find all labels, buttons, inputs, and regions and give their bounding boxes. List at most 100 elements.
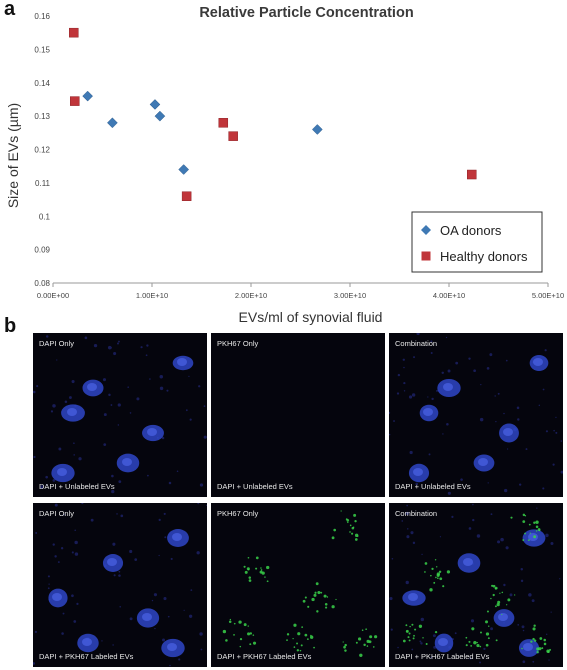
cytoplasm-speck bbox=[504, 488, 508, 493]
legend-marker-healthy bbox=[421, 251, 431, 261]
ev-green-dot bbox=[528, 523, 531, 526]
nucleus-core bbox=[147, 428, 157, 436]
cytoplasm-speck bbox=[54, 503, 58, 507]
cytoplasm-speck bbox=[479, 417, 484, 422]
cytoplasm-speck bbox=[118, 574, 121, 577]
cytoplasm-speck bbox=[528, 593, 532, 597]
cytoplasm-speck bbox=[559, 578, 561, 580]
y-axis-label: Size of EVs (µm) bbox=[5, 103, 21, 208]
cytoplasm-speck bbox=[505, 546, 509, 550]
tile-pkh67-labeled: PKH67 Only DAPI + PKH67 Labeled EVs bbox=[211, 503, 385, 667]
cytoplasm-speck bbox=[136, 397, 140, 401]
cytoplasm-speck bbox=[45, 484, 48, 486]
healthy-donor-point bbox=[69, 27, 79, 38]
nucleus-core bbox=[503, 428, 513, 436]
ev-green-dot bbox=[468, 640, 471, 643]
y-tick-label: 0.08 bbox=[34, 279, 50, 288]
cytoplasm-speck bbox=[439, 536, 442, 538]
cytoplasm-speck bbox=[119, 605, 121, 608]
cytoplasm-speck bbox=[544, 349, 547, 352]
ev-green-dot bbox=[543, 638, 546, 642]
ev-green-dot bbox=[488, 625, 490, 627]
cytoplasm-speck bbox=[506, 448, 509, 450]
y-tick-label: 0.15 bbox=[34, 45, 50, 54]
ev-green-dot bbox=[529, 532, 531, 534]
ev-green-dot bbox=[524, 532, 526, 535]
ev-green-dot bbox=[351, 526, 355, 530]
cytoplasm-speck bbox=[517, 623, 520, 626]
nucleus-core bbox=[107, 558, 117, 566]
ev-green-dot bbox=[313, 593, 317, 597]
nucleus-core bbox=[438, 638, 448, 646]
nucleus-core bbox=[413, 468, 423, 476]
ev-green-dot bbox=[535, 530, 538, 532]
cytoplasm-speck bbox=[147, 474, 149, 477]
cytoplasm-speck bbox=[45, 335, 49, 338]
ev-green-dot bbox=[260, 569, 263, 571]
cytoplasm-speck bbox=[90, 518, 94, 522]
cytoplasm-speck bbox=[447, 369, 451, 373]
ev-green-dot bbox=[496, 602, 500, 607]
cytoplasm-speck bbox=[473, 369, 476, 373]
ev-green-dot bbox=[296, 649, 300, 652]
ev-green-dot bbox=[259, 570, 263, 574]
cytoplasm-speck bbox=[58, 447, 62, 451]
cytoplasm-speck bbox=[159, 374, 164, 379]
cytoplasm-speck bbox=[469, 657, 472, 660]
ev-green-dot bbox=[418, 624, 423, 628]
cytoplasm-speck bbox=[494, 395, 496, 397]
cytoplasm-speck bbox=[486, 367, 490, 370]
cytoplasm-speck bbox=[206, 504, 207, 506]
ev-green-dot bbox=[333, 528, 337, 532]
ev-green-dot bbox=[543, 642, 547, 646]
cytoplasm-speck bbox=[198, 385, 201, 388]
cytoplasm-speck bbox=[454, 632, 457, 635]
cytoplasm-speck bbox=[101, 640, 103, 642]
cytoplasm-speck bbox=[199, 632, 203, 636]
cytoplasm-speck bbox=[406, 504, 408, 507]
ev-green-dot bbox=[437, 577, 439, 580]
tile-bottom-label: DAPI + Unlabeled EVs bbox=[217, 482, 293, 491]
cytoplasm-speck bbox=[129, 549, 133, 554]
tile-pkh67-unlabeled: PKH67 Only DAPI + Unlabeled EVs bbox=[211, 333, 385, 497]
cytoplasm-speck bbox=[408, 395, 413, 399]
cytoplasm-speck bbox=[430, 352, 433, 355]
cytoplasm-speck bbox=[127, 386, 129, 388]
ev-green-dot bbox=[233, 622, 236, 625]
ev-green-dot bbox=[247, 568, 250, 571]
cytoplasm-speck bbox=[489, 353, 493, 357]
cytoplasm-speck bbox=[118, 340, 120, 343]
cytoplasm-speck bbox=[161, 436, 165, 440]
ev-green-dot bbox=[532, 637, 535, 641]
ev-green-dot bbox=[248, 579, 252, 582]
ev-green-dot bbox=[429, 588, 433, 592]
ev-green-dot bbox=[522, 520, 526, 523]
cytoplasm-speck bbox=[64, 400, 68, 404]
cytoplasm-speck bbox=[129, 617, 133, 621]
nucleus-core bbox=[142, 613, 152, 621]
cytoplasm-speck bbox=[200, 648, 203, 651]
cytoplasm-speck bbox=[390, 628, 393, 631]
ev-green-dot bbox=[260, 567, 262, 569]
cytoplasm-speck bbox=[472, 503, 474, 506]
ev-green-dot bbox=[266, 565, 270, 570]
cytoplasm-speck bbox=[479, 661, 481, 664]
cytoplasm-speck bbox=[145, 354, 148, 357]
ev-green-dot bbox=[331, 536, 335, 540]
cytoplasm-speck bbox=[403, 381, 406, 385]
cytoplasm-speck bbox=[560, 470, 563, 474]
cytoplasm-speck bbox=[110, 404, 113, 406]
nucleus-core bbox=[87, 383, 97, 391]
cytoplasm-speck bbox=[62, 612, 65, 615]
cytoplasm-speck bbox=[413, 356, 416, 359]
cytoplasm-speck bbox=[164, 536, 167, 539]
cytoplasm-speck bbox=[520, 567, 524, 571]
tile-combination-labeled: Combination DAPI + PKH67 Labeled EVs bbox=[389, 503, 563, 667]
ev-green-dot bbox=[413, 634, 415, 637]
cytoplasm-speck bbox=[503, 412, 505, 415]
cytoplasm-speck bbox=[33, 662, 35, 665]
ev-green-dot bbox=[408, 632, 411, 635]
cytoplasm-speck bbox=[393, 420, 395, 422]
micrograph-image bbox=[222, 510, 378, 657]
y-tick-label: 0.13 bbox=[34, 112, 50, 121]
